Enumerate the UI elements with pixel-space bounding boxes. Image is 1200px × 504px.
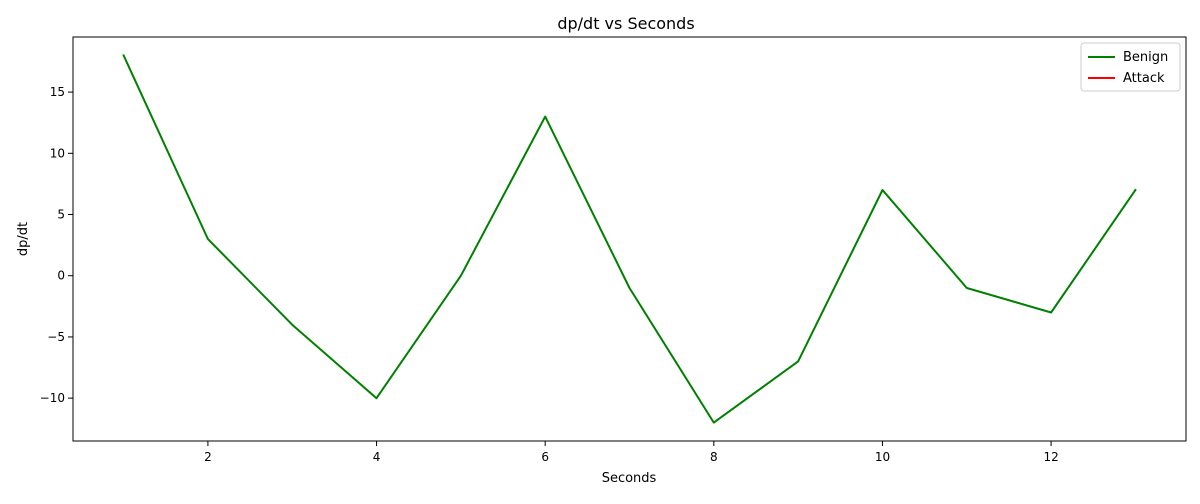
y-tick-label: 5 (57, 208, 65, 222)
x-axis-label: Seconds (602, 471, 657, 486)
legend: Benign Attack (1080, 42, 1181, 92)
series-line-benign (122, 54, 1137, 424)
y-tick-label: −5 (47, 330, 65, 344)
y-axis-label: dp/dt (16, 222, 31, 256)
x-tick-label: 10 (875, 450, 890, 464)
plot-area (122, 54, 1137, 424)
axes-frame (72, 36, 1187, 442)
x-tick-label: 8 (710, 450, 718, 464)
y-tick-label: 0 (57, 269, 65, 283)
axes: 2 4 6 8 10 12 −10 −5 0 5 10 15 (40, 36, 1187, 464)
y-tick-label: 10 (50, 146, 65, 160)
x-tick-label: 4 (373, 450, 381, 464)
chart-title: dp/dt vs Seconds (557, 14, 694, 33)
legend-label-benign: Benign (1123, 50, 1168, 65)
legend-label-attack: Attack (1123, 71, 1165, 86)
y-tick-label: −10 (40, 391, 65, 405)
x-tick-label: 6 (541, 450, 549, 464)
y-tick-label: 15 (50, 85, 65, 99)
x-tick-label: 12 (1043, 450, 1058, 464)
x-tick-label: 2 (204, 450, 212, 464)
